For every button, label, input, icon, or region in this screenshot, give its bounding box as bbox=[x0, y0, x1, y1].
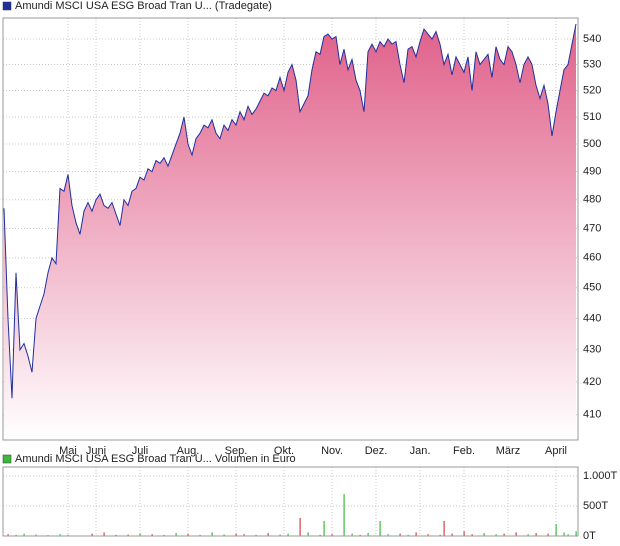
y-tick-label: 480 bbox=[583, 194, 601, 206]
volume-bar bbox=[235, 533, 237, 536]
volume-bar bbox=[515, 532, 517, 536]
volume-bar bbox=[427, 534, 429, 536]
volume-bar bbox=[279, 534, 281, 536]
volume-bar bbox=[343, 494, 345, 536]
volume-bar bbox=[407, 534, 409, 536]
volume-bar bbox=[567, 534, 569, 536]
volume-bar bbox=[547, 533, 549, 536]
volume-bar bbox=[563, 532, 565, 536]
volume-bar bbox=[331, 534, 333, 536]
legend-swatch bbox=[2, 454, 12, 464]
volume-bar bbox=[139, 533, 141, 536]
volume-bar bbox=[451, 533, 453, 536]
y-tick-label: 490 bbox=[583, 166, 601, 178]
volume-bar bbox=[187, 533, 189, 536]
volume-bar bbox=[23, 533, 25, 536]
volume-bar bbox=[199, 534, 201, 536]
price-area bbox=[4, 23, 576, 440]
x-tick-label: Juli bbox=[132, 445, 149, 457]
x-tick-label: Mai bbox=[59, 445, 77, 457]
volume-bar bbox=[267, 533, 269, 536]
y-tick-label: 420 bbox=[583, 376, 601, 388]
legend-label: Amundi MSCI USA ESG Broad Tran U... Volu… bbox=[15, 453, 296, 465]
y-tick-label: 430 bbox=[583, 344, 601, 356]
volume-bar bbox=[223, 534, 225, 536]
volume-bar bbox=[483, 533, 485, 536]
volume-bar bbox=[243, 534, 245, 536]
volume-bar bbox=[59, 534, 61, 536]
volume-bar bbox=[319, 534, 321, 536]
x-tick-label: Aug. bbox=[177, 445, 200, 457]
volume-bar bbox=[535, 533, 537, 536]
x-tick-label: Juni bbox=[86, 445, 106, 457]
volume-bar bbox=[307, 532, 309, 536]
volume-bar bbox=[359, 534, 361, 536]
volume-bar bbox=[127, 534, 129, 536]
y-tick-label: 530 bbox=[583, 58, 601, 70]
volume-bar bbox=[255, 534, 257, 536]
volume-bar bbox=[379, 521, 381, 536]
y-tick-label: 500T bbox=[583, 500, 608, 512]
volume-bar bbox=[387, 534, 389, 536]
volume-bar bbox=[495, 534, 497, 536]
y-tick-label: 520 bbox=[583, 84, 601, 96]
y-tick-label: 460 bbox=[583, 252, 601, 264]
price-line bbox=[3, 23, 577, 399]
plot-frame bbox=[2, 466, 579, 537]
y-tick-label: 540 bbox=[583, 33, 601, 45]
volume-bar bbox=[7, 534, 9, 536]
x-tick-label: Dez. bbox=[365, 445, 388, 457]
volume-bar bbox=[211, 532, 213, 536]
volume-bar bbox=[91, 533, 93, 536]
volume-bar bbox=[527, 534, 529, 536]
y-tick-label: 0T bbox=[583, 530, 596, 542]
x-tick-label: Sep. bbox=[225, 445, 248, 457]
x-tick-label: April bbox=[545, 445, 567, 457]
x-tick-label: März bbox=[496, 445, 520, 457]
volume-bar bbox=[443, 521, 445, 536]
volume-bar bbox=[299, 518, 301, 536]
y-tick-label: 410 bbox=[583, 409, 601, 421]
volume-bar bbox=[287, 533, 289, 536]
volume-bar bbox=[555, 524, 557, 536]
volume-bar bbox=[463, 531, 465, 536]
y-tick-label: 500 bbox=[583, 138, 601, 150]
legend-swatch bbox=[2, 1, 12, 11]
x-tick-label: Feb. bbox=[453, 445, 475, 457]
x-tick-label: Nov. bbox=[321, 445, 343, 457]
volume-bar bbox=[471, 534, 473, 536]
volume-bar bbox=[415, 532, 417, 536]
volume-bar bbox=[151, 534, 153, 536]
volume-bar bbox=[367, 533, 369, 536]
volume-bar bbox=[351, 533, 353, 536]
legend-label: Amundi MSCI USA ESG Broad Tran U... (Tra… bbox=[15, 0, 272, 12]
volume-bar bbox=[15, 534, 17, 536]
volume-bar bbox=[103, 532, 105, 536]
plot-frame bbox=[2, 17, 579, 441]
volume-bar bbox=[163, 534, 165, 536]
x-tick-label: Okt. bbox=[274, 445, 294, 457]
y-tick-label: 510 bbox=[583, 111, 601, 123]
volume-bar bbox=[323, 521, 325, 536]
y-tick-label: 440 bbox=[583, 312, 601, 324]
x-tick-label: Jan. bbox=[410, 445, 431, 457]
volume-bar bbox=[35, 534, 37, 536]
y-tick-label: 470 bbox=[583, 222, 601, 234]
volume-bar bbox=[399, 533, 401, 536]
plot-area bbox=[3, 467, 578, 536]
volume-bar bbox=[175, 533, 177, 536]
volume-bar bbox=[115, 534, 117, 536]
volume-bar bbox=[575, 531, 577, 536]
volume-bar bbox=[439, 534, 441, 536]
volume-bar bbox=[67, 534, 69, 536]
y-tick-label: 450 bbox=[583, 282, 601, 294]
volume-bar bbox=[503, 533, 505, 536]
y-tick-label: 1.000T bbox=[583, 470, 618, 482]
